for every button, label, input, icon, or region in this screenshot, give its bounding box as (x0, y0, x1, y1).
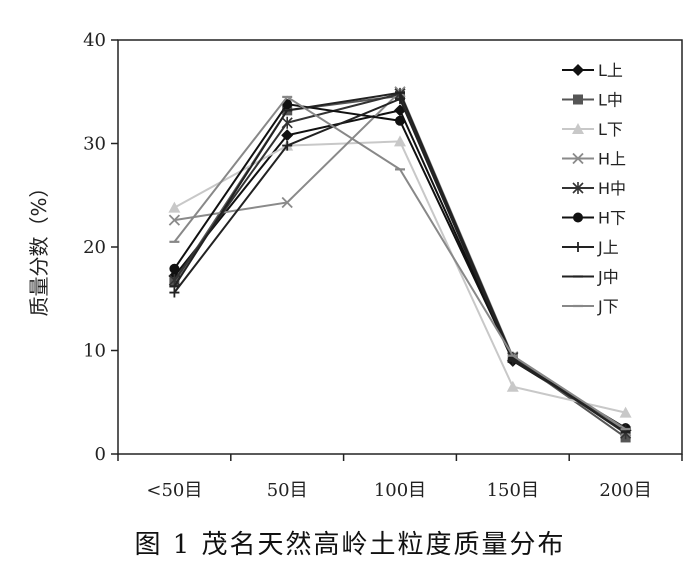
legend-label: J中 (597, 268, 619, 287)
data-point (168, 274, 180, 287)
legend-label: L下 (598, 120, 623, 139)
data-point (168, 214, 181, 226)
series-3 (168, 135, 632, 418)
y-tick-label: 0 (95, 444, 106, 465)
data-point (281, 116, 293, 129)
data-point (506, 380, 519, 392)
legend-entry: H下 (562, 209, 626, 228)
y-tick-label: 20 (83, 237, 106, 258)
line-chart: 0 10 20 30 40 <50目 50目 100目 150目 200目 质量分数（%） L上 L中… (27, 30, 683, 500)
legend-label: L中 (598, 91, 623, 110)
data-point (282, 140, 293, 151)
legend-entry: L下 (562, 120, 623, 139)
data-point (394, 135, 406, 147)
data-point (169, 263, 180, 274)
y-tick-label: 30 (83, 134, 106, 155)
legend-entry: L上 (562, 61, 623, 80)
series-1 (168, 104, 632, 437)
axes: 0 10 20 30 40 <50目 50目 100目 150目 200目 质量分数（%） (27, 30, 683, 500)
data-point (168, 201, 181, 213)
series-line (173, 103, 627, 429)
legend-swatch-marker (573, 242, 583, 252)
legend-label: H中 (598, 179, 626, 198)
legend-swatch-marker (572, 152, 584, 165)
legend-label: J下 (597, 297, 619, 316)
legend-entry: L中 (562, 91, 623, 110)
data-point (281, 196, 293, 209)
legend-entry: H中 (562, 179, 626, 198)
series-line (173, 109, 627, 432)
legend-label: J上 (597, 238, 619, 257)
legend-entry: J中 (562, 268, 619, 287)
series-line (173, 95, 627, 430)
legend-swatch-marker (572, 182, 584, 194)
x-tick-label: 100目 (374, 480, 426, 500)
figure-caption: 图 1 茂名天然高岭土粒度质量分布 (134, 530, 566, 560)
legend-entry: H上 (562, 150, 626, 169)
x-tick-label: 150目 (487, 480, 539, 500)
data-point (395, 115, 405, 126)
legend: L上 L中 L下 H上 H中 H下 J上 J中 J下 (562, 61, 626, 316)
series-9 (169, 95, 631, 431)
y-tick-label: 10 (83, 341, 106, 362)
legend-swatch-marker (572, 123, 584, 134)
x-tick-label: 50目 (267, 480, 308, 500)
x-tick-label: 200目 (599, 480, 651, 500)
legend-swatch-marker (573, 212, 583, 223)
x-tick-label: <50目 (146, 480, 202, 500)
series-lines (168, 86, 632, 443)
data-point (619, 406, 632, 418)
y-axis-title: 质量分数（%） (27, 177, 51, 316)
legend-label: H下 (598, 209, 626, 228)
legend-label: H上 (598, 150, 626, 169)
legend-label: L上 (598, 61, 623, 80)
y-tick-label: 40 (83, 30, 106, 51)
legend-swatch-marker (572, 64, 584, 76)
series-line (173, 97, 627, 429)
legend-swatch-marker (573, 94, 583, 105)
legend-entry: J上 (562, 238, 619, 257)
chart-area: 0 10 20 30 40 <50目 50目 100目 150目 200目 质量分数（%） L上 L中… (27, 30, 683, 500)
legend-entry: J下 (562, 297, 619, 316)
data-point (281, 129, 294, 142)
data-point (169, 287, 180, 298)
series-6 (169, 99, 631, 434)
